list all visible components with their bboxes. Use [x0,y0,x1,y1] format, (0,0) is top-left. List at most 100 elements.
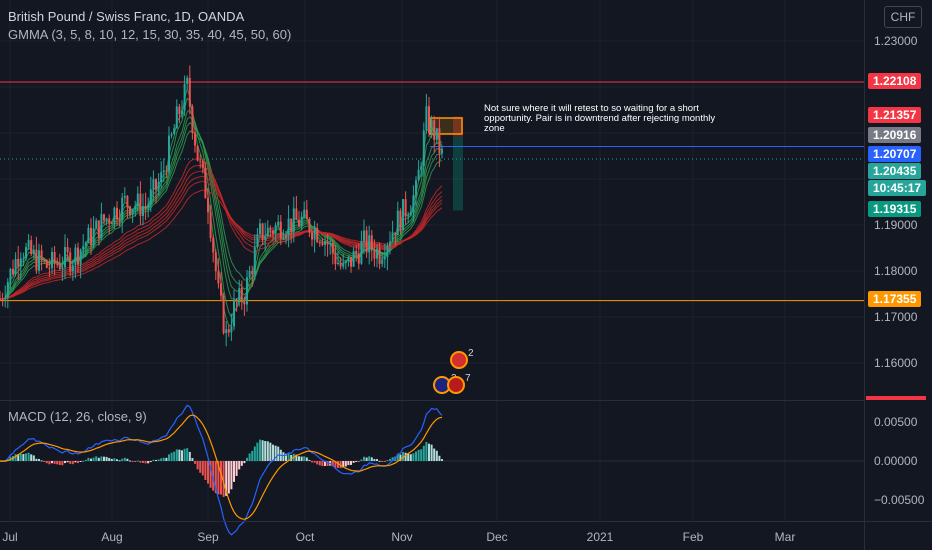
candle-body [12,268,14,275]
candle-body [417,169,420,181]
macd-histogram-bar [233,461,235,482]
macd-histogram-bar [225,461,228,496]
time-axis-label: Nov [391,530,412,544]
candle-body [194,132,196,146]
macd-histogram-bar [360,459,363,461]
macd-histogram-bar [186,448,189,461]
macd-histogram-bar [71,461,74,465]
macd-histogram-bar [19,453,22,461]
macd-histogram-bar [344,461,347,467]
macd-histogram-bar [142,461,144,463]
candle-body [66,247,69,253]
candle-body [282,238,285,240]
candle-body [240,288,243,302]
candle-body [157,182,160,190]
macd-histogram-bar [383,461,386,462]
macd-histogram-bar [207,461,209,484]
macd-histogram-bar [157,459,160,461]
macd-histogram-bar [170,452,173,461]
macd-histogram-bar [160,458,163,461]
candle-body [116,207,118,220]
macd-histogram-bar [95,456,98,461]
candle-body [40,250,43,260]
macd-histogram-bar [162,457,165,461]
candle-body [155,179,157,190]
candle-body [25,246,27,259]
macd-histogram-bar [376,459,378,461]
currency-button[interactable]: CHF [884,6,922,28]
swiss-flag-icon[interactable]: 2 [450,348,474,369]
macd-histogram-bar [183,448,186,461]
macd-histogram-bar [222,461,225,497]
macd-histogram-bar [347,461,350,466]
candle-body [134,205,137,210]
macd-tick-label: 0.00500 [874,415,918,429]
candle-body [376,248,378,259]
time-axis-label: Dec [486,530,507,544]
candle-body [196,145,199,161]
macd-histogram-bar [25,453,27,461]
candle-body [422,130,425,167]
macd-indicator-label[interactable]: MACD (12, 26, close, 9) [8,409,147,424]
candle-body [136,193,139,206]
macd-histogram-bar [282,452,285,461]
candle-body [373,250,376,259]
candle-body [77,247,79,265]
macd-histogram-bar [441,459,443,461]
candle-body [45,260,48,268]
candle-body [238,288,241,302]
macd-histogram-bar [66,461,69,463]
candle-body [69,252,72,272]
macd-histogram-bar [118,460,121,462]
pane-separator[interactable] [0,400,864,401]
candle-body [152,179,155,190]
candle-body [199,160,202,162]
macd-tick-label: 0.00000 [874,454,918,468]
economic-events[interactable]: 227 [433,348,474,394]
candle-body [300,216,303,227]
candle-body [365,230,368,253]
macd-histogram-bar [56,461,59,465]
candle-body [368,235,371,253]
candle-body [162,170,165,173]
candle-body [287,218,290,236]
macd-histogram-bar [69,461,72,464]
candle-body [235,299,238,302]
macd-histogram-bar [194,461,196,464]
candle-body [48,267,51,269]
us-flag-icon[interactable]: 7 [447,373,471,394]
time-axis-label: Oct [296,530,315,544]
macd-histogram-bar [134,461,137,462]
macd-histogram-bar [196,461,199,470]
macd-histogram-bar [285,453,287,461]
macd-histogram-bar [108,457,111,461]
horizontal-levels [0,81,864,302]
macd-histogram-bar [321,461,324,467]
macd-histogram-bar [74,461,77,463]
chart-annotation-text[interactable]: Not sure where it will retest to so wait… [484,103,716,134]
candle-body [38,250,40,271]
candle-body [259,223,261,235]
macd-signal-line [0,414,443,520]
candle-body [326,241,329,245]
candle-body [56,263,59,265]
price-axis-label: 1.21357 [868,107,922,123]
candle-body [74,247,77,266]
candle-body [441,148,443,154]
macd-histogram-bar [61,461,64,466]
candle-body [27,240,30,247]
candle-body [222,295,225,334]
macd-histogram-bar [370,457,373,461]
candle-body [61,267,64,270]
macd-histogram-bar [79,461,82,462]
gmma-indicator-label[interactable]: GMMA (3, 5, 8, 10, 12, 15, 30, 35, 40, 4… [8,27,292,42]
macd-histogram-bar [30,454,33,461]
macd-histogram-bar [433,448,436,461]
symbol-title[interactable]: British Pound / Swiss Franc, 1D, OANDA [8,9,245,24]
macd-histogram-bar [300,456,303,461]
macd-histogram-bar [417,449,420,461]
candle-body [295,208,298,220]
macd-histogram-bar [199,461,202,473]
macd-histogram-bar [425,441,428,461]
